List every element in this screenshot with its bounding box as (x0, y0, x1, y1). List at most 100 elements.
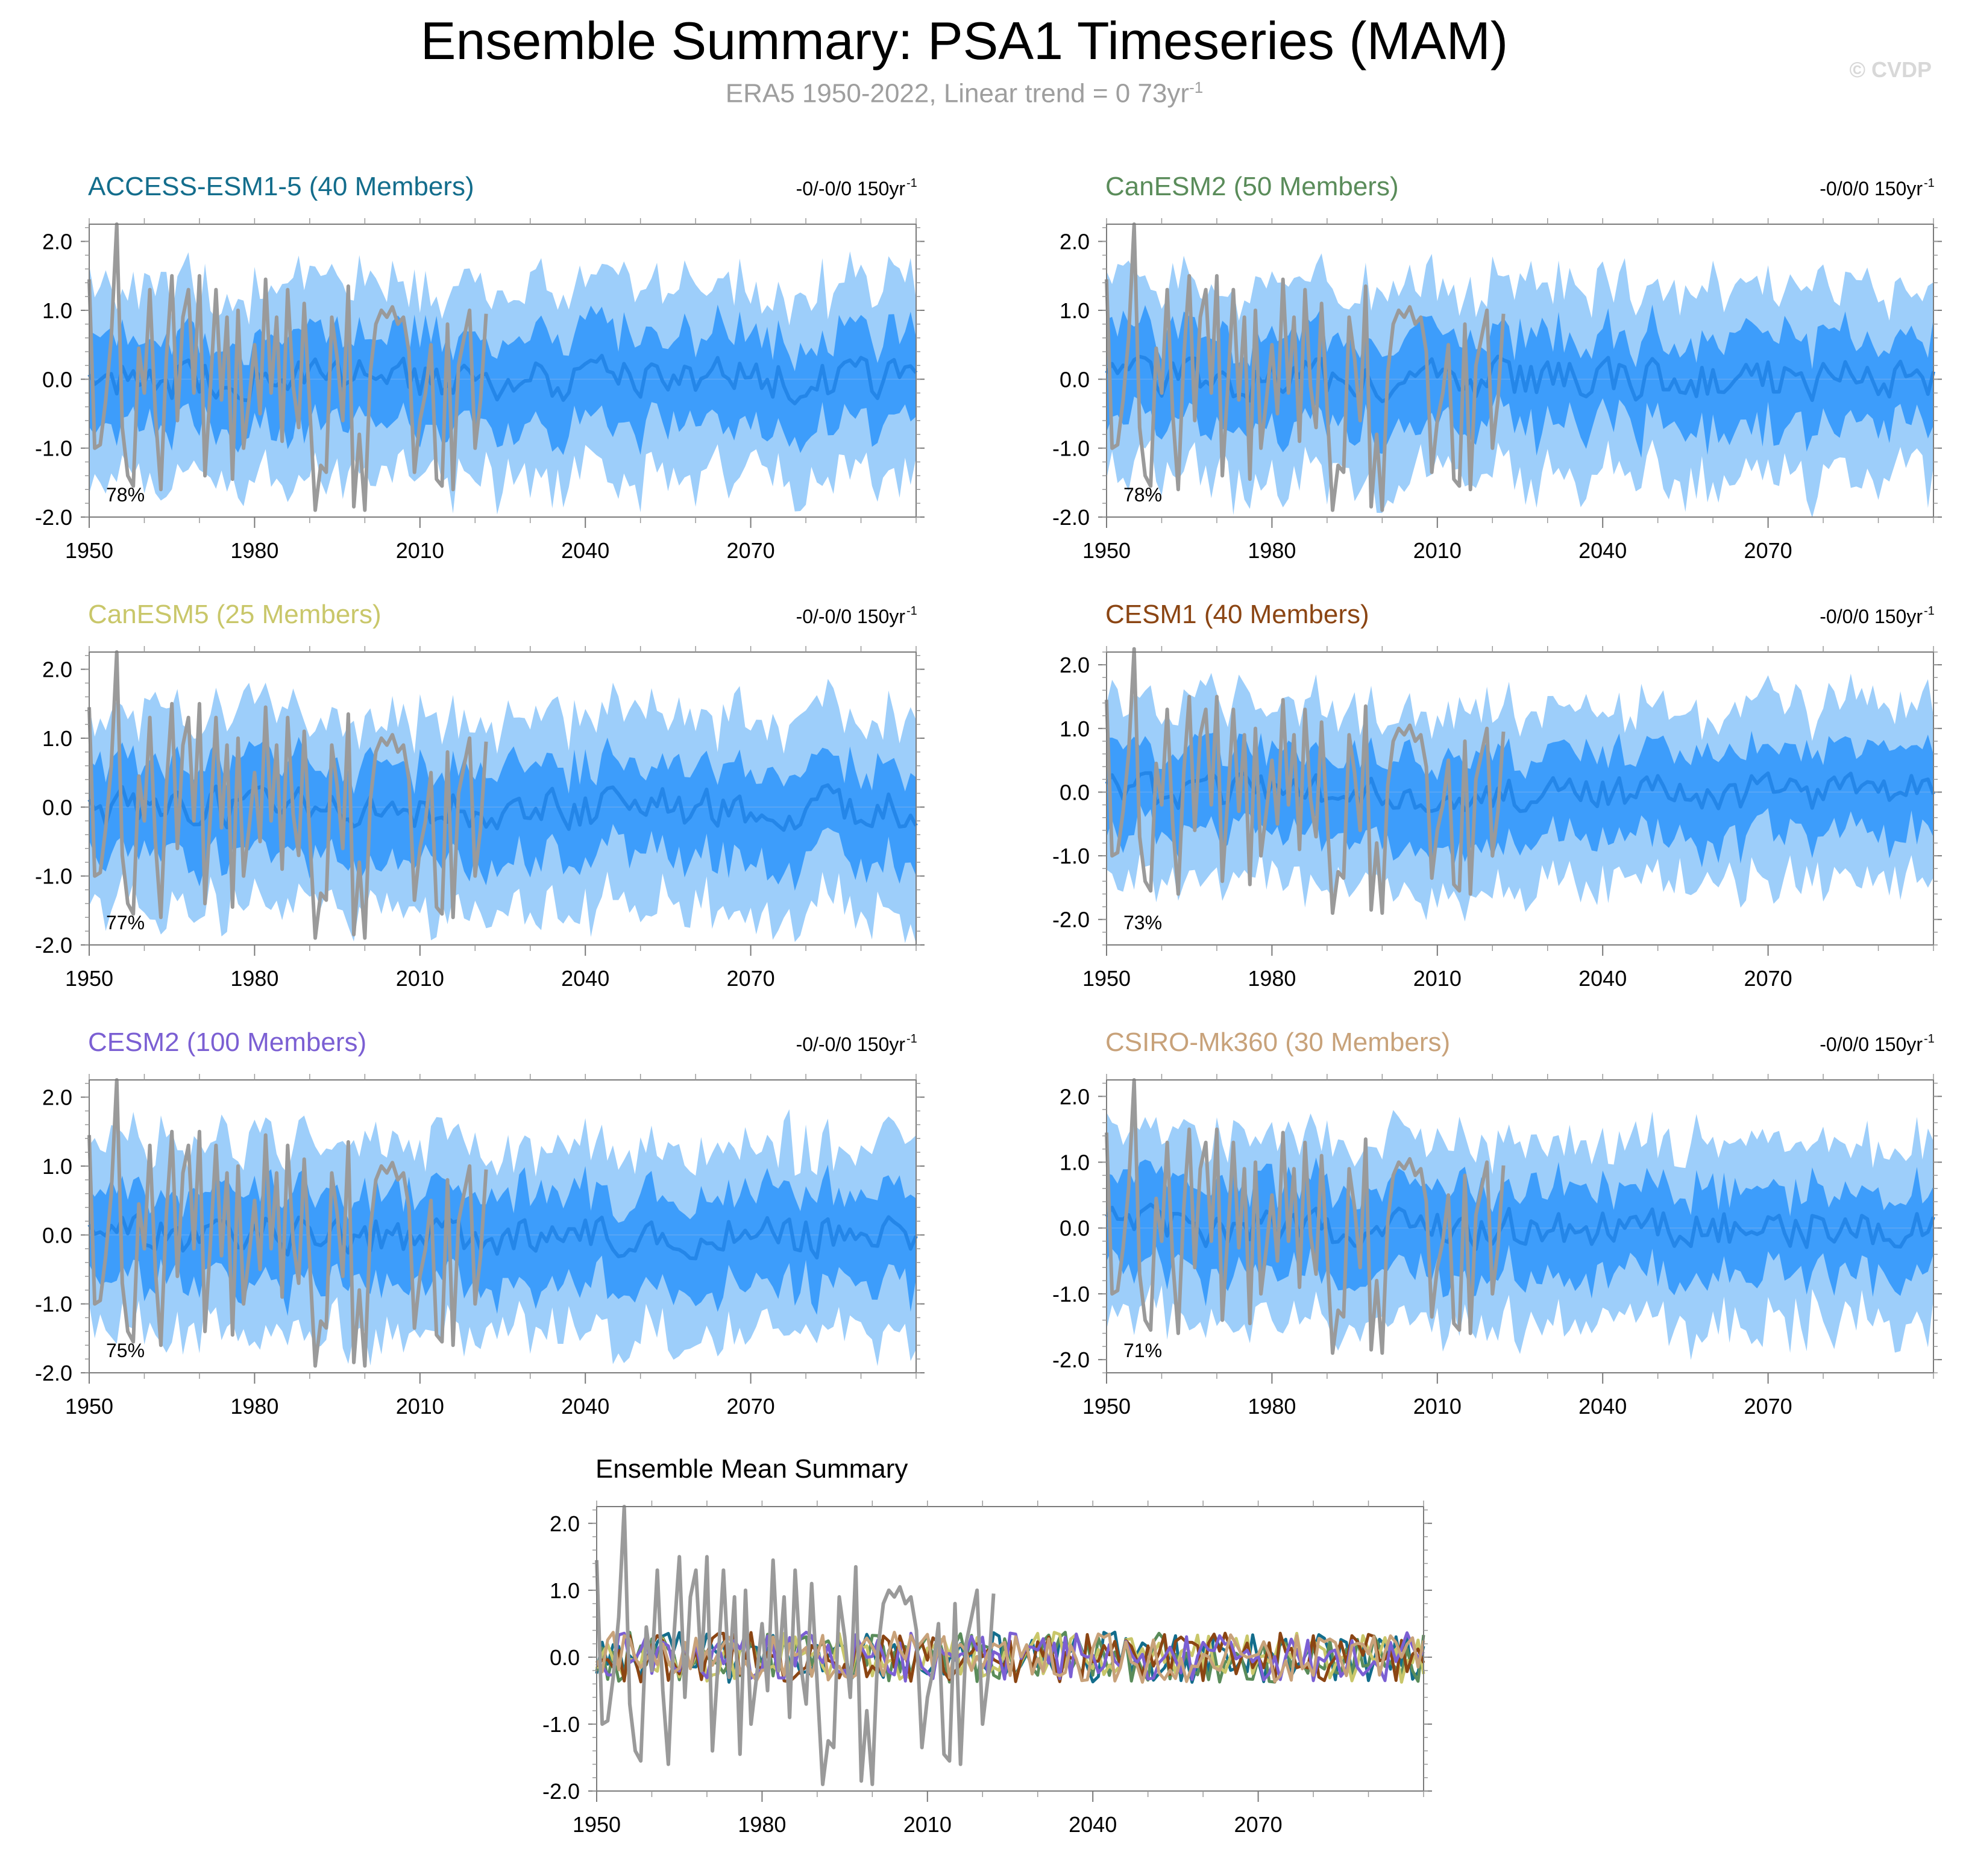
panel-title: CanESM2 (50 Members) (1105, 172, 1399, 201)
x-tick-label: 2010 (1413, 1394, 1462, 1419)
trend-label: -0/-0/0 150yr (796, 606, 906, 627)
x-tick-label: 2010 (396, 1394, 444, 1419)
y-tick-label: -2.0 (35, 505, 72, 530)
model-mean-line (595, 1630, 1425, 1684)
x-tick-label: 2010 (1413, 538, 1462, 563)
era5-observed-line (87, 222, 488, 512)
inner-percentile-band (1107, 730, 1933, 868)
chart-panel-4: CESM1 (40 Members) -0/0/0 150yr -1 2.0 1.0 0.… (1052, 600, 1942, 991)
plot-frame (1106, 651, 1934, 946)
y-tick-label: 2.0 (1060, 653, 1090, 677)
ensemble-mean-line (87, 354, 918, 406)
era5-observed-line (595, 1505, 996, 1786)
x-tick-label: 1980 (738, 1812, 786, 1837)
x-tick-label: 1980 (230, 966, 278, 991)
subtitle-unit-exponent: -1 (1189, 78, 1204, 96)
y-tick-label: -2.0 (1052, 1347, 1090, 1372)
percent-annotation: 78% (1123, 484, 1162, 506)
y-tick-label: 2.0 (42, 1085, 72, 1110)
x-tick-label: 2010 (903, 1812, 952, 1837)
y-tick-label: 0.0 (1060, 1216, 1090, 1241)
era5-observed-line (87, 1078, 488, 1368)
panel-title: CESM1 (40 Members) (1105, 600, 1369, 629)
y-tick-label: 1.0 (550, 1578, 580, 1603)
trend-label: -0/-0/0 150yr (796, 178, 906, 199)
y-tick-label: -2.0 (542, 1779, 580, 1804)
subtitle: ERA5 1950-2022, Linear trend = 0 73yr-1 (0, 78, 1929, 109)
x-tick-label: 1950 (1082, 966, 1131, 991)
x-tick-label: 1980 (230, 538, 278, 563)
ensemble-mean-line (1105, 1202, 1935, 1251)
subtitle-text: ERA5 1950-2022, Linear trend = 0 73yr (725, 78, 1190, 108)
x-tick-label: 1980 (1248, 1394, 1296, 1419)
x-tick-label: 1980 (230, 1394, 278, 1419)
y-tick-label: 0.0 (42, 795, 72, 820)
y-tick-label: -2.0 (1052, 908, 1090, 932)
y-tick-label: -1.0 (1052, 844, 1090, 868)
chart-panel-1: ACCESS-ESM1-5 (40 Members) -0/-0/0 150yr -… (35, 172, 925, 563)
y-tick-label: 2.0 (1060, 1084, 1090, 1109)
y-tick-label: 2.0 (42, 230, 72, 254)
y-tick-label: 1.0 (42, 726, 72, 751)
plot-area (1105, 647, 1935, 922)
plot-frame (89, 224, 917, 518)
chart-panel-2: CanESM2 (50 Members) -0/0/0 150yr -1 2.0 1.0… (1052, 172, 1942, 563)
x-tick-label: 2010 (396, 538, 444, 563)
percent-annotation: 77% (106, 912, 145, 933)
x-tick-label: 1950 (65, 966, 113, 991)
ensemble-mean-line (1105, 354, 1935, 404)
inner-percentile-band (1107, 304, 1933, 458)
x-tick-label: 1980 (1248, 966, 1296, 991)
x-tick-label: 2010 (396, 966, 444, 991)
x-tick-label: 1950 (1082, 538, 1131, 563)
trend-label: -0/0/0 150yr (1820, 1034, 1923, 1055)
y-tick-label: 0.0 (42, 367, 72, 392)
plot-area (595, 1505, 1425, 1786)
y-tick-label: 0.0 (550, 1645, 580, 1670)
x-tick-label: 1950 (1082, 1394, 1131, 1419)
y-tick-label: 1.0 (1060, 717, 1090, 741)
plot-frame (89, 1079, 917, 1373)
x-tick-label: 2040 (1578, 538, 1627, 563)
trend-label-exponent: -1 (906, 604, 917, 618)
y-tick-label: 2.0 (1060, 230, 1090, 254)
chart-panel-6: CSIRO-Mk360 (30 Members) -0/0/0 150yr -1 2.… (1052, 1027, 1942, 1419)
plot-area (87, 650, 918, 944)
plot-frame (1106, 1079, 1934, 1373)
panel-title: Ensemble Mean Summary (595, 1454, 908, 1484)
copyright-watermark: © CVDP (1849, 57, 1932, 82)
plot-frame (1106, 224, 1934, 518)
ensemble-mean-line (87, 783, 918, 832)
chart-panel-7: Ensemble Mean Summary 2.0 1.0 0.0 -1.0 -2.0 19… (542, 1454, 1432, 1837)
plot-area (1105, 1078, 1935, 1360)
y-tick-label: 0.0 (1060, 367, 1090, 392)
x-tick-label: 1950 (65, 538, 113, 563)
trend-label: -0/0/0 150yr (1820, 606, 1923, 627)
y-tick-label: 1.0 (1060, 298, 1090, 323)
percent-annotation: 78% (106, 484, 145, 506)
era5-observed-line (1105, 222, 1506, 512)
trend-label-exponent: -1 (1924, 1032, 1935, 1046)
y-tick-label: 1.0 (1060, 1150, 1090, 1175)
x-tick-label: 2040 (561, 538, 609, 563)
y-tick-label: 1.0 (42, 298, 72, 323)
y-tick-label: -1.0 (1052, 1282, 1090, 1307)
era5-observed-line (1105, 1078, 1506, 1355)
trend-label: -0/0/0 150yr (1820, 178, 1923, 199)
x-tick-label: 2070 (727, 966, 775, 991)
main-title: Ensemble Summary: PSA1 Timeseries (MAM) (420, 11, 1509, 71)
x-tick-label: 1950 (573, 1812, 621, 1837)
x-tick-label: 2040 (1578, 1394, 1627, 1419)
panel-title: CESM2 (100 Members) (88, 1027, 366, 1057)
plot-area (1105, 222, 1935, 518)
trend-label-exponent: -1 (906, 177, 917, 190)
trend-label: -0/-0/0 150yr (796, 1034, 906, 1055)
y-tick-label: -1.0 (35, 436, 72, 461)
percent-annotation: 71% (1123, 1340, 1162, 1361)
plot-frame (89, 651, 917, 946)
x-tick-label: 2070 (727, 538, 775, 563)
percent-annotation: 75% (106, 1340, 145, 1361)
y-tick-label: -1.0 (35, 864, 72, 889)
x-tick-label: 2070 (1744, 538, 1792, 563)
